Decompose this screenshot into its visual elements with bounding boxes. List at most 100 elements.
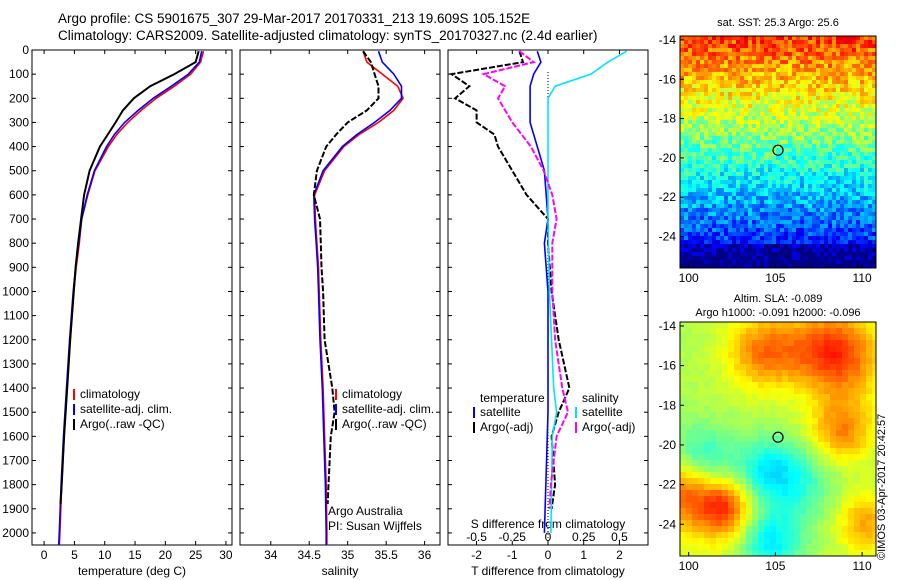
heatmap-cell	[794, 502, 801, 509]
heatmap-cell	[830, 550, 837, 557]
heatmap-cell	[768, 200, 773, 205]
heatmap-cell	[824, 448, 831, 455]
heatmap-cell	[796, 164, 801, 169]
heatmap-cell	[740, 176, 745, 181]
heatmap-cell	[712, 264, 717, 269]
heatmap-cell	[748, 96, 753, 101]
heatmap-cell	[752, 550, 759, 557]
heatmap-cell	[764, 96, 769, 101]
heatmap-cell	[860, 232, 865, 237]
heatmap-cell	[728, 208, 733, 213]
heatmap-cell	[868, 156, 873, 161]
heatmap-cell	[840, 92, 845, 97]
heatmap-cell	[784, 192, 789, 197]
heatmap-cell	[784, 180, 789, 185]
heatmap-cell	[736, 232, 741, 237]
heatmap-cell	[720, 100, 725, 105]
heatmap-cell	[734, 472, 741, 479]
heatmap-cell	[804, 232, 809, 237]
heatmap-cell	[770, 328, 777, 335]
heatmap-cell	[832, 192, 837, 197]
heatmap-cell	[800, 460, 807, 467]
heatmap-cell	[824, 412, 831, 419]
heatmap-cell	[860, 424, 867, 431]
heatmap-cell	[764, 100, 769, 105]
heatmap-cell	[872, 352, 877, 359]
heatmap-cell	[820, 44, 825, 49]
heatmap-cell	[804, 212, 809, 217]
heatmap-cell	[784, 112, 789, 117]
heatmap-cell	[708, 240, 713, 245]
heatmap-cell	[830, 328, 837, 335]
heatmap-cell	[764, 418, 771, 425]
heatmap-cell	[736, 112, 741, 117]
heatmap-cell	[788, 196, 793, 201]
heatmap-cell	[824, 346, 831, 353]
heatmap-cell	[782, 352, 789, 359]
heatmap-cell	[866, 496, 873, 503]
heatmap-cell	[740, 212, 745, 217]
heatmap-cell	[796, 108, 801, 113]
heatmap-cell	[860, 370, 867, 377]
heatmap-cell	[728, 176, 733, 181]
heatmap-cell	[780, 52, 785, 57]
heatmap-cell	[842, 424, 849, 431]
heatmap-cell	[768, 52, 773, 57]
heatmap-cell	[752, 370, 759, 377]
heatmap-cell	[704, 490, 711, 497]
heatmap-cell	[680, 224, 685, 229]
heatmap-cell	[836, 208, 841, 213]
heatmap-cell	[868, 116, 873, 121]
heatmap-cell	[680, 460, 687, 467]
heatmap-cell	[760, 84, 765, 89]
heatmap-cell	[864, 220, 869, 225]
heatmap-cell	[860, 72, 865, 77]
heatmap-cell	[852, 212, 857, 217]
heatmap-cell	[796, 76, 801, 81]
heatmap-cell	[848, 334, 855, 341]
heatmap-cell	[776, 388, 783, 395]
heatmap-cell	[784, 92, 789, 97]
heatmap-cell	[854, 346, 861, 353]
heatmap-cell	[756, 84, 761, 89]
heatmap-cell	[848, 104, 853, 109]
heatmap-cell	[782, 538, 789, 545]
heatmap-cell	[800, 184, 805, 189]
heatmap-cell	[688, 248, 693, 253]
heatmap-cell	[712, 228, 717, 233]
heatmap-cell	[842, 538, 849, 545]
heatmap-cell	[704, 228, 709, 233]
heatmap-cell	[792, 204, 797, 209]
heatmap-cell	[806, 418, 813, 425]
s-tick-label: 0.5	[611, 530, 628, 544]
heatmap-cell	[828, 248, 833, 253]
heatmap-cell	[856, 204, 861, 209]
heatmap-cell	[716, 260, 721, 265]
heatmap-cell	[704, 148, 709, 153]
heatmap-cell	[770, 370, 777, 377]
heatmap-cell	[860, 346, 867, 353]
heatmap-cell	[864, 176, 869, 181]
heatmap-cell	[724, 208, 729, 213]
heatmap-cell	[760, 160, 765, 165]
heatmap-cell	[732, 76, 737, 81]
heatmap-cell	[708, 260, 713, 265]
heatmap-cell	[842, 550, 849, 557]
heatmap-cell	[684, 196, 689, 201]
heatmap-cell	[776, 224, 781, 229]
heatmap-cell	[806, 322, 813, 329]
heatmap-cell	[708, 220, 713, 225]
heatmap-cell	[780, 224, 785, 229]
heatmap-cell	[710, 376, 717, 383]
heatmap-cell	[736, 120, 741, 125]
heatmap-cell	[788, 180, 793, 185]
heatmap-cell	[758, 424, 765, 431]
heatmap-cell	[818, 502, 825, 509]
heatmap-cell	[836, 56, 841, 61]
heatmap-cell	[688, 188, 693, 193]
heatmap-cell	[732, 212, 737, 217]
heatmap-cell	[852, 116, 857, 121]
heatmap-cell	[716, 382, 723, 389]
heatmap-cell	[734, 364, 741, 371]
heatmap-cell	[768, 256, 773, 261]
